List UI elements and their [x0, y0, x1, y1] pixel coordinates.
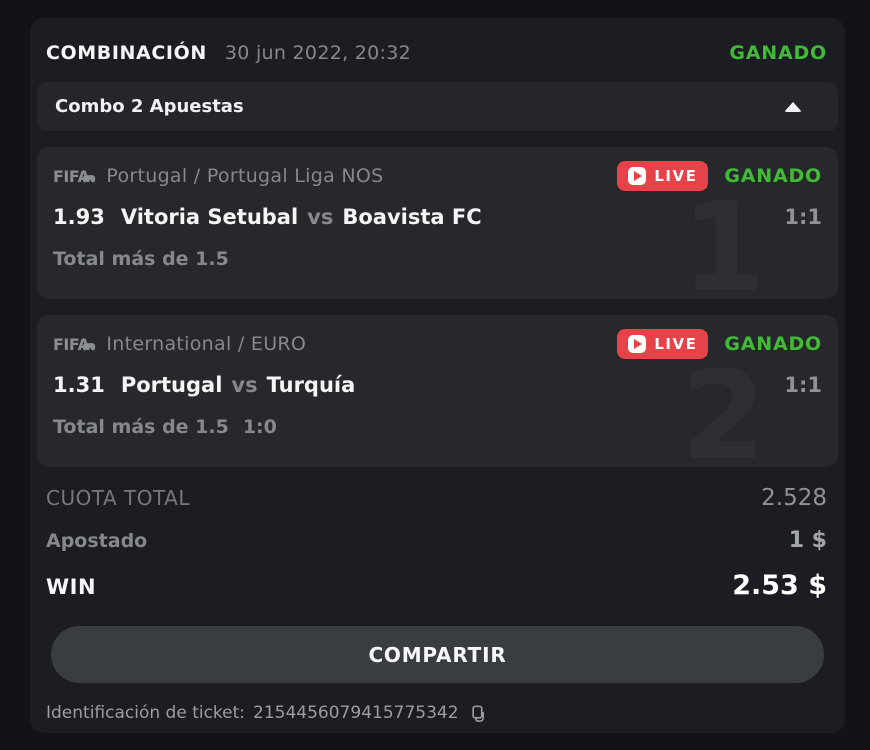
combo-label: Combo 2 Apuestas — [55, 96, 244, 117]
bet-status-badge: GANADO — [724, 165, 822, 187]
bet-odds: 1.93 — [53, 205, 105, 229]
bet-odds: 1.31 — [53, 373, 105, 397]
copy-icon[interactable] — [467, 704, 486, 723]
total-odds-value: 2.528 — [761, 485, 827, 511]
ticket-type-title: COMBINACIÓN — [46, 41, 207, 64]
ticket-header: COMBINACIÓN 30 jun 2022, 20:32 GANADO — [30, 18, 845, 70]
fifa-esports-icon: FIFA — [53, 335, 96, 354]
live-badge: LIVE — [617, 161, 709, 191]
play-icon — [628, 335, 647, 353]
away-team: Boavista FC — [342, 205, 482, 229]
fifa-esports-icon: FIFA — [53, 167, 96, 186]
bet-market: Total más de 1.5 — [53, 248, 229, 270]
gamepad-icon — [83, 174, 96, 182]
bet-card-2: 2 FIFA International / EURO LIVE GANADO … — [37, 315, 838, 467]
ticket-id-label: Identificación de ticket: — [46, 703, 246, 723]
ticket-id-row: Identificación de ticket: 21544560794157… — [46, 703, 845, 723]
match-score: 1:1 — [784, 205, 822, 229]
ticket-date: 30 jun 2022, 20:32 — [224, 41, 412, 64]
match-score: 1:1 — [784, 373, 822, 397]
league-name: International / EURO — [106, 333, 307, 355]
bet-ticket-card: COMBINACIÓN 30 jun 2022, 20:32 GANADO Co… — [30, 18, 845, 733]
home-team: Vitoria Setubal — [120, 205, 299, 229]
home-team: Portugal — [120, 373, 223, 397]
win-label: WIN — [46, 575, 97, 599]
vs-label: vs — [307, 205, 334, 229]
total-odds-label: CUOTA TOTAL — [46, 486, 190, 510]
away-team: Turquía — [266, 373, 356, 397]
league-name: Portugal / Portugal Liga NOS — [106, 165, 384, 187]
bet-number-watermark: 2 — [681, 345, 766, 467]
bet-number-watermark: 1 — [681, 177, 766, 299]
bet-market: Total más de 1.5 — [53, 416, 229, 438]
vs-label: vs — [231, 373, 258, 397]
ticket-status-badge: GANADO — [729, 41, 827, 64]
play-icon — [628, 167, 647, 185]
share-button[interactable]: COMPARTIR — [51, 626, 824, 683]
live-badge: LIVE — [617, 329, 709, 359]
win-value: 2.53 $ — [732, 570, 827, 601]
market-score: 1:0 — [242, 416, 277, 438]
combo-collapse-bar[interactable]: Combo 2 Apuestas — [37, 82, 838, 131]
totals-section: CUOTA TOTAL 2.528 Apostado 1 $ WIN 2.53 … — [30, 467, 845, 601]
ticket-id-value: 2154456079415775342 — [253, 703, 459, 723]
gamepad-icon — [83, 342, 96, 350]
stake-value: 1 $ — [788, 528, 827, 553]
chevron-up-icon — [784, 101, 802, 112]
stake-label: Apostado — [46, 530, 148, 552]
bet-status-badge: GANADO — [724, 333, 822, 355]
bet-card-1: 1 FIFA Portugal / Portugal Liga NOS LIVE… — [37, 147, 838, 299]
